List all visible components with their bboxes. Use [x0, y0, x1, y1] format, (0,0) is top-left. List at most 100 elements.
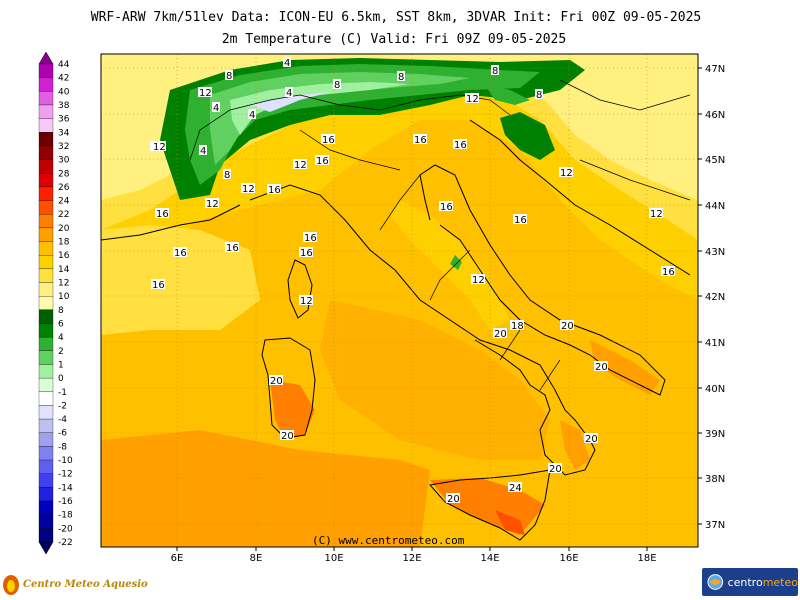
contour-label-bg: [151, 279, 165, 289]
contour-label-bg: [293, 159, 307, 169]
contour-label: 16: [268, 185, 281, 196]
colorbar-label: 14: [58, 265, 70, 275]
zone-west-sea: [101, 225, 260, 335]
contour-label: 20: [549, 464, 562, 475]
colorbar-label: -14: [58, 483, 73, 493]
contour-label: 16: [300, 248, 313, 259]
contour-label: 16: [304, 233, 317, 244]
contour-label: 20: [494, 329, 507, 340]
contour-label-bg: [584, 433, 598, 443]
contour-label-bg: [560, 320, 574, 330]
latitude-label: 46N: [705, 110, 725, 121]
longitude-label: 8E: [250, 553, 263, 564]
contour-label-bg: [241, 183, 255, 193]
latitude-label: 47N: [705, 64, 725, 75]
colorbar-label: 40: [58, 87, 70, 97]
contour-label: 8: [398, 72, 404, 83]
colorbar-label: 38: [58, 101, 70, 111]
contour-label: 16: [514, 215, 527, 226]
title-line-2: 2m Temperature (C) Valid: Fri 09Z 09-05-…: [221, 32, 567, 47]
contour-label: 16: [322, 135, 335, 146]
contour-label: 12: [472, 275, 485, 286]
contour-label: 4: [286, 88, 292, 99]
contour-label-bg: [649, 208, 663, 218]
contour-label-bg: [453, 139, 467, 149]
contour-label-bg: [397, 71, 405, 81]
contour-labels: 1212844484812881616161212124812161616161…: [150, 57, 675, 505]
contour-label: 12: [206, 199, 219, 210]
contour-label: 16: [662, 267, 675, 278]
contour-label: 8: [536, 90, 542, 101]
latitude-label: 42N: [705, 292, 725, 303]
flame-logo-icon: [3, 575, 19, 595]
contour-label-bg: [303, 232, 317, 242]
colorbar-label: -22: [58, 538, 73, 548]
contour-label-bg: [594, 361, 608, 371]
contour-label-bg: [152, 141, 166, 151]
contour-label-bg: [548, 463, 562, 473]
region-borders: [299, 129, 561, 391]
alps-light-0: [230, 82, 410, 135]
contour-label-bg: [299, 247, 313, 257]
contour-label-bg: [321, 134, 335, 144]
contour-label: 20: [561, 321, 574, 332]
centrometeo-logo: centrometeo: [702, 568, 798, 596]
contour-label: 20: [585, 434, 598, 445]
contour-label: 16: [454, 140, 467, 151]
latitude-ticks: 47N 46N 45N 44N 43N 42N 41N 40N 39N 38N 37N: [698, 64, 725, 531]
adriatic-east-coast: [469, 119, 691, 276]
sardinia-coastline: [261, 337, 316, 439]
sardinia-hot: [270, 380, 315, 440]
colorbar-label: -6: [58, 429, 67, 439]
contour-label-bg: [493, 328, 507, 338]
colorbar-label: 6: [58, 319, 64, 329]
colorbar-label: -18: [58, 511, 73, 521]
contour-label-bg: [225, 242, 239, 252]
italy-coastline: [249, 164, 666, 476]
colorbar-label: -1: [58, 388, 67, 398]
colorbar-label: 28: [58, 169, 70, 179]
tyrrhenian-20: [320, 300, 550, 460]
balkan-borders: [559, 79, 691, 201]
contour-label: 12: [300, 296, 313, 307]
longitude-ticks: 6E 8E 10E 12E 14E 16E 18E: [171, 547, 657, 564]
contour-label-bg: [155, 208, 169, 218]
contour-label-bg: [508, 482, 522, 492]
contour-label: 12: [242, 184, 255, 195]
south-sea-20: [101, 430, 430, 547]
contour-label: 18: [511, 321, 524, 332]
longitude-label: 12E: [402, 553, 421, 564]
colorbar-label: -4: [58, 415, 67, 425]
colorbar-label: 2: [58, 347, 64, 357]
map-frame: [100, 53, 699, 548]
contour-label: 24: [509, 483, 522, 494]
contour-label: 12: [199, 88, 212, 99]
latitude-label: 37N: [705, 520, 725, 531]
contour-label: 4: [213, 103, 219, 114]
contour-label-bg: [267, 184, 281, 194]
title-line-1: WRF-ARW 7km/51lev Data: ICON-EU 6.5km, S…: [90, 10, 702, 25]
corsica-coastline: [287, 259, 313, 319]
colorbar-label: 32: [58, 142, 69, 152]
calabria-hot: [560, 420, 590, 470]
alps-white-snow: [250, 92, 330, 112]
contour-label-bg: [439, 201, 453, 211]
contour-label-bg: [661, 266, 675, 276]
colorbar-bottom-arrow: [38, 541, 54, 555]
contour-label: 16: [440, 202, 453, 213]
colorbar-label: 36: [58, 115, 70, 125]
contour-label-bg: [205, 198, 219, 208]
colorbar-label: 26: [58, 183, 70, 193]
contour-label: 12: [153, 142, 166, 153]
contour-label: 16: [156, 209, 169, 220]
contour-label: 8: [226, 71, 232, 82]
contour-label: 8: [492, 66, 498, 77]
contour-label: 16: [174, 248, 187, 259]
contour-label-bg: [333, 79, 341, 89]
contour-label-bg: [225, 70, 233, 80]
colorbar-label: 44: [58, 60, 70, 70]
colorbar-label: -16: [58, 497, 73, 507]
latitude-label: 45N: [705, 155, 725, 166]
contour-label: 12: [466, 94, 479, 105]
